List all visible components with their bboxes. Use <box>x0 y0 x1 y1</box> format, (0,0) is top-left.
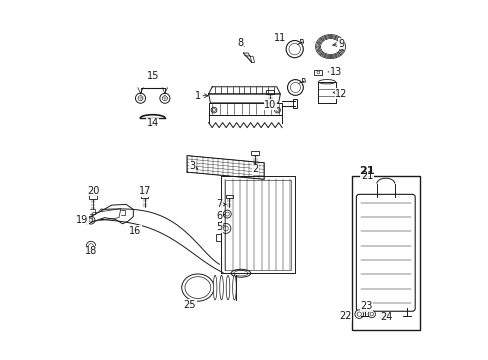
Ellipse shape <box>182 274 214 301</box>
Circle shape <box>89 218 93 222</box>
Circle shape <box>274 107 280 113</box>
Circle shape <box>225 212 229 216</box>
Polygon shape <box>208 94 280 103</box>
Circle shape <box>354 310 363 319</box>
Bar <box>266 90 274 94</box>
Circle shape <box>135 93 145 103</box>
Ellipse shape <box>321 40 339 54</box>
Circle shape <box>367 311 375 318</box>
Circle shape <box>223 210 231 218</box>
Text: 7: 7 <box>216 199 225 210</box>
Polygon shape <box>250 56 254 62</box>
Text: 22: 22 <box>339 311 351 320</box>
Bar <box>314 70 322 75</box>
Circle shape <box>316 71 319 74</box>
Ellipse shape <box>230 269 250 277</box>
Ellipse shape <box>99 209 104 220</box>
Text: 2: 2 <box>252 162 258 174</box>
Polygon shape <box>208 103 282 116</box>
Text: 21: 21 <box>359 166 374 176</box>
Bar <box>225 195 232 198</box>
Text: 23: 23 <box>360 301 372 311</box>
Text: 17: 17 <box>138 186 151 197</box>
Circle shape <box>86 241 96 251</box>
Circle shape <box>211 107 217 113</box>
Bar <box>351 176 419 330</box>
Ellipse shape <box>213 275 217 300</box>
Polygon shape <box>317 82 336 103</box>
Text: 24: 24 <box>379 312 391 322</box>
Text: 12: 12 <box>332 89 347 99</box>
Text: 1: 1 <box>194 91 208 101</box>
Circle shape <box>287 80 303 95</box>
Ellipse shape <box>232 275 236 300</box>
Circle shape <box>160 93 169 103</box>
Text: 5: 5 <box>216 222 224 232</box>
Bar <box>89 195 97 199</box>
Text: 9: 9 <box>332 39 344 49</box>
Ellipse shape <box>318 80 335 84</box>
Circle shape <box>223 226 228 231</box>
FancyBboxPatch shape <box>356 194 414 311</box>
Text: 13: 13 <box>327 67 342 77</box>
Polygon shape <box>221 176 294 273</box>
Ellipse shape <box>226 275 229 300</box>
Text: 14: 14 <box>146 118 159 128</box>
Text: 18: 18 <box>85 246 97 256</box>
Text: 25: 25 <box>183 300 196 310</box>
Text: 8: 8 <box>237 38 244 48</box>
Text: 3: 3 <box>189 161 197 171</box>
Ellipse shape <box>219 275 223 300</box>
Polygon shape <box>302 78 305 82</box>
Text: 15: 15 <box>146 71 159 81</box>
Text: 6: 6 <box>216 211 224 221</box>
Polygon shape <box>187 156 264 179</box>
Polygon shape <box>208 87 280 94</box>
Bar <box>292 99 297 108</box>
Circle shape <box>356 312 361 316</box>
Circle shape <box>221 224 230 233</box>
Circle shape <box>88 244 93 248</box>
Polygon shape <box>300 40 303 43</box>
Text: 11: 11 <box>274 33 286 43</box>
Circle shape <box>285 41 303 58</box>
Polygon shape <box>85 204 133 225</box>
Text: 20: 20 <box>87 186 99 196</box>
Text: 10: 10 <box>264 99 276 110</box>
Bar <box>380 313 386 318</box>
Circle shape <box>382 314 384 317</box>
Polygon shape <box>208 116 282 123</box>
Bar <box>141 195 148 198</box>
Text: 16: 16 <box>129 226 141 236</box>
Circle shape <box>369 312 373 316</box>
Circle shape <box>87 216 95 224</box>
Bar <box>251 152 259 155</box>
Text: 19: 19 <box>76 215 88 225</box>
Polygon shape <box>243 53 249 56</box>
Text: 21: 21 <box>360 171 372 181</box>
